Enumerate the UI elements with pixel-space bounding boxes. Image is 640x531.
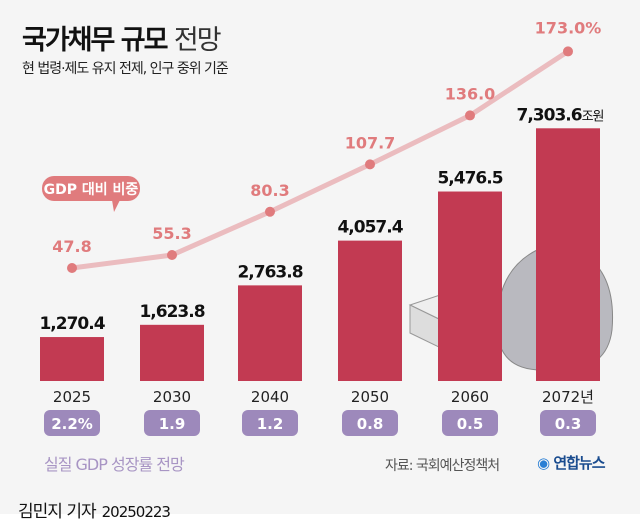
x-tick-label: 2050 (351, 388, 389, 406)
growth-badge (442, 410, 498, 436)
ratio-point (563, 46, 573, 57)
bar-2050 (338, 240, 402, 381)
growth-label: 실질 GDP 성장률 전망 (44, 455, 185, 474)
bar-2060 (438, 191, 502, 381)
growth-badge (342, 410, 398, 436)
x-tick-label: 2040 (251, 388, 289, 406)
bar-value-label: 2,763.8 (237, 262, 302, 282)
yonhap-logo: ◉ 연합뉴스 (537, 454, 606, 472)
x-tick-label: 2072년 (542, 388, 594, 406)
title-light: 전망 (173, 25, 222, 56)
growth-value: 0.3 (555, 415, 582, 433)
ratio-label: 136.0 (445, 84, 496, 103)
byline: 김민지 기자 20250223 (18, 497, 171, 522)
ratio-point (265, 206, 275, 217)
ratio-label: 173.0% (535, 18, 602, 37)
bar-2072년 (536, 128, 600, 381)
growth-value: 0.5 (457, 415, 484, 433)
ratio-label: 47.8 (52, 237, 91, 256)
gdp-ratio-label: GDP 대비 비중 (44, 182, 139, 198)
ratio-point (67, 263, 77, 273)
growth-value: 0.8 (357, 415, 384, 433)
ratio-point (365, 159, 375, 170)
bar-value-label: 4,057.4 (337, 218, 403, 238)
bar-value-label: 5,476.5 (437, 169, 502, 189)
bar-value-label: 1,623.8 (139, 302, 204, 322)
x-tick-label: 2060 (451, 388, 489, 406)
x-tick-label: 2030 (153, 388, 191, 406)
bar-2025 (40, 337, 104, 381)
ratio-label: 55.3 (152, 224, 191, 243)
date: 20250223 (101, 503, 171, 521)
growth-value: 2.2% (51, 415, 93, 433)
page-title: 국가채무 규모 전망 (22, 18, 222, 57)
gdp-ratio-badge: GDP 대비 비중 (42, 176, 140, 212)
ratio-label: 80.3 (250, 181, 289, 200)
ratio-point (465, 110, 475, 121)
chart: 1,270.4 1,623.8 2,763.8 4,057.4 5,476.5 7,303… (39, 18, 614, 436)
growth-badge (44, 410, 100, 436)
bar-value-label: 1,270.4 (39, 314, 105, 334)
growth-value: 1.2 (257, 415, 284, 433)
ratio-line (71, 49, 570, 271)
growth-badge (144, 410, 200, 436)
bar-value-label: 7,303.6조원 (517, 105, 604, 125)
growth-value: 1.9 (159, 415, 186, 433)
ratio-label: 107.7 (345, 133, 396, 152)
growth-badge (242, 410, 298, 436)
x-tick-label: 2025 (53, 388, 91, 406)
title-bold: 국가채무 규모 (22, 25, 168, 56)
source: 자료: 국회예산정책처 (385, 458, 500, 474)
ratio-point (167, 250, 177, 261)
logo-icon: ◉ (537, 454, 550, 472)
growth-badge (540, 410, 596, 436)
bar-2030 (140, 324, 204, 381)
reporter: 김민지 기자 (18, 502, 97, 522)
subtitle: 현 법령·제도 유지 전제, 인구 중위 기준 (22, 61, 229, 77)
bar-2040 (238, 285, 302, 381)
